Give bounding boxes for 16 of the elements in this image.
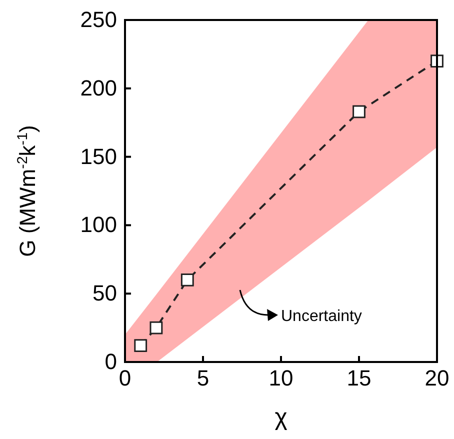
x-tick-label: 10 [268,366,294,391]
point [352,105,366,118]
annotation: Uncertainty [281,308,362,325]
point [134,339,148,352]
y-tick-label: 200 [80,75,117,100]
y-tick-label: 250 [80,7,117,32]
point [150,321,163,334]
y-tick-label: 150 [80,144,117,169]
y-tick-label: 0 [104,349,117,374]
x-axis-title: χ [274,404,288,431]
x-tick-label: 20 [424,366,450,391]
point [180,273,194,286]
x-tick-label: 5 [196,366,210,391]
x-tick-label: 15 [346,366,372,391]
y-tick-label: 100 [80,212,117,238]
y-tick-label: 50 [92,280,117,306]
